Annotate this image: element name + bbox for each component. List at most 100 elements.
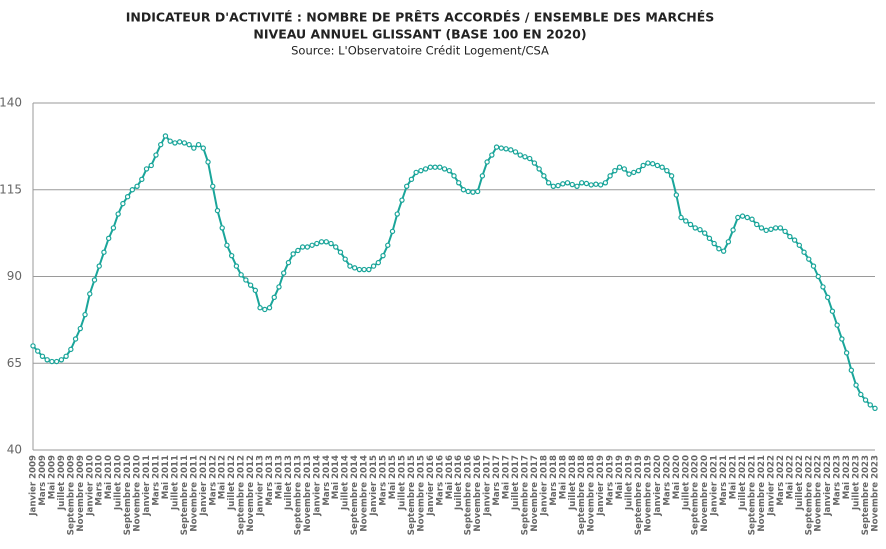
data-point: [224, 242, 230, 248]
data-point: [427, 164, 434, 170]
data-point: [673, 192, 680, 198]
data-point: [526, 155, 533, 162]
x-tick-label: Mars 2012: [208, 455, 218, 506]
data-point: [508, 147, 514, 153]
data-point: [739, 213, 746, 219]
x-tick-label: Janvier 2017: [483, 455, 493, 517]
x-tick-label: Septembre 2018: [577, 455, 587, 535]
data-point: [422, 166, 429, 172]
data-point: [555, 182, 561, 189]
x-tick-label: Mai 2014: [331, 455, 341, 499]
data-point: [356, 266, 363, 273]
data-point: [749, 216, 755, 222]
data-point: [574, 183, 580, 189]
data-point: [640, 162, 646, 169]
data-point: [716, 246, 722, 252]
data-point: [153, 152, 159, 158]
data-point: [257, 305, 263, 311]
data-point: [375, 259, 382, 266]
data-point: [181, 140, 188, 146]
data-point: [456, 180, 462, 186]
data-point: [683, 218, 689, 224]
data-point: [219, 225, 225, 231]
x-tick-label: Mai 2016: [445, 455, 455, 499]
data-point: [560, 181, 566, 187]
data-point: [702, 230, 708, 236]
x-tick-label: Janvier 2020: [653, 455, 663, 517]
data-point: [621, 166, 627, 172]
data-point: [418, 167, 424, 174]
data-point: [200, 145, 206, 151]
data-point: [517, 152, 523, 158]
x-tick-label: Juillet 2012: [227, 455, 237, 511]
x-tick-label: Janvier 2013: [256, 455, 266, 517]
x-tick-label: Mai 2015: [388, 455, 398, 499]
data-point: [191, 145, 197, 151]
data-point: [659, 164, 665, 170]
x-tick-label: Novembre 2012: [246, 455, 256, 532]
x-tick-label: Mai 2023: [842, 455, 852, 499]
data-point: [389, 228, 396, 235]
x-tick-label: Mai 2012: [218, 455, 228, 499]
x-tick-label: Janvier 2019: [596, 455, 606, 517]
x-tick-label: Juillet 2019: [625, 455, 635, 511]
data-point: [465, 188, 471, 195]
data-point: [328, 240, 334, 247]
x-tick-label: Septembre 2011: [180, 455, 190, 535]
x-tick-label: Juillet 2011: [170, 455, 180, 511]
data-point: [498, 145, 505, 151]
data-point: [862, 397, 869, 403]
data-point: [522, 154, 528, 160]
data-point: [607, 173, 613, 179]
data-point: [72, 336, 79, 342]
data-point: [238, 272, 244, 278]
x-tick-label: Novembre 2011: [189, 455, 199, 532]
data-point: [489, 152, 495, 158]
data-point: [474, 188, 481, 195]
data-point: [295, 247, 301, 254]
data-point: [101, 249, 107, 255]
x-tick-label: Septembre 2017: [520, 455, 530, 535]
x-tick-label: Novembre 2014: [360, 455, 370, 532]
x-tick-label: Mai 2021: [729, 455, 739, 499]
data-point: [110, 225, 117, 231]
data-point: [597, 182, 604, 188]
data-point: [176, 139, 183, 145]
data-point: [858, 391, 864, 398]
x-tick-label: Janvier 2016: [426, 455, 436, 517]
data-point: [399, 197, 405, 203]
data-point: [626, 171, 632, 177]
data-point: [796, 242, 803, 248]
data-point: [432, 164, 438, 170]
data-point: [853, 382, 859, 388]
data-point: [158, 141, 164, 148]
data-point: [49, 358, 55, 365]
data-point: [58, 357, 65, 363]
data-point: [91, 277, 98, 283]
y-tick-label: 115: [0, 182, 22, 196]
x-tick-label: Mars 2018: [549, 455, 559, 506]
x-tick-label: Mars 2021: [719, 455, 729, 506]
data-point: [801, 249, 807, 255]
x-tick-label: Septembre 2022: [804, 455, 814, 535]
x-tick-label: Septembre 2021: [748, 455, 758, 535]
data-point: [30, 343, 36, 349]
x-tick-label: Septembre 2010: [123, 455, 133, 535]
x-tick-label: Mai 2018: [558, 455, 568, 499]
data-point: [787, 233, 793, 240]
data-point: [361, 266, 367, 273]
x-tick-label: Novembre 2019: [643, 455, 653, 532]
data-point: [451, 173, 457, 179]
x-tick-label: Mai 2010: [104, 455, 114, 499]
data-point: [772, 225, 779, 231]
x-tick-label: Novembre 2013: [303, 455, 313, 532]
x-tick-label: Mars 2009: [38, 455, 48, 506]
data-point: [834, 322, 840, 328]
x-tick-label: Septembre 2015: [407, 455, 417, 535]
x-tick-label: Juillet 2013: [284, 455, 294, 511]
data-point: [318, 239, 325, 245]
data-point: [725, 239, 732, 245]
data-point: [351, 265, 358, 271]
data-point: [635, 167, 642, 174]
